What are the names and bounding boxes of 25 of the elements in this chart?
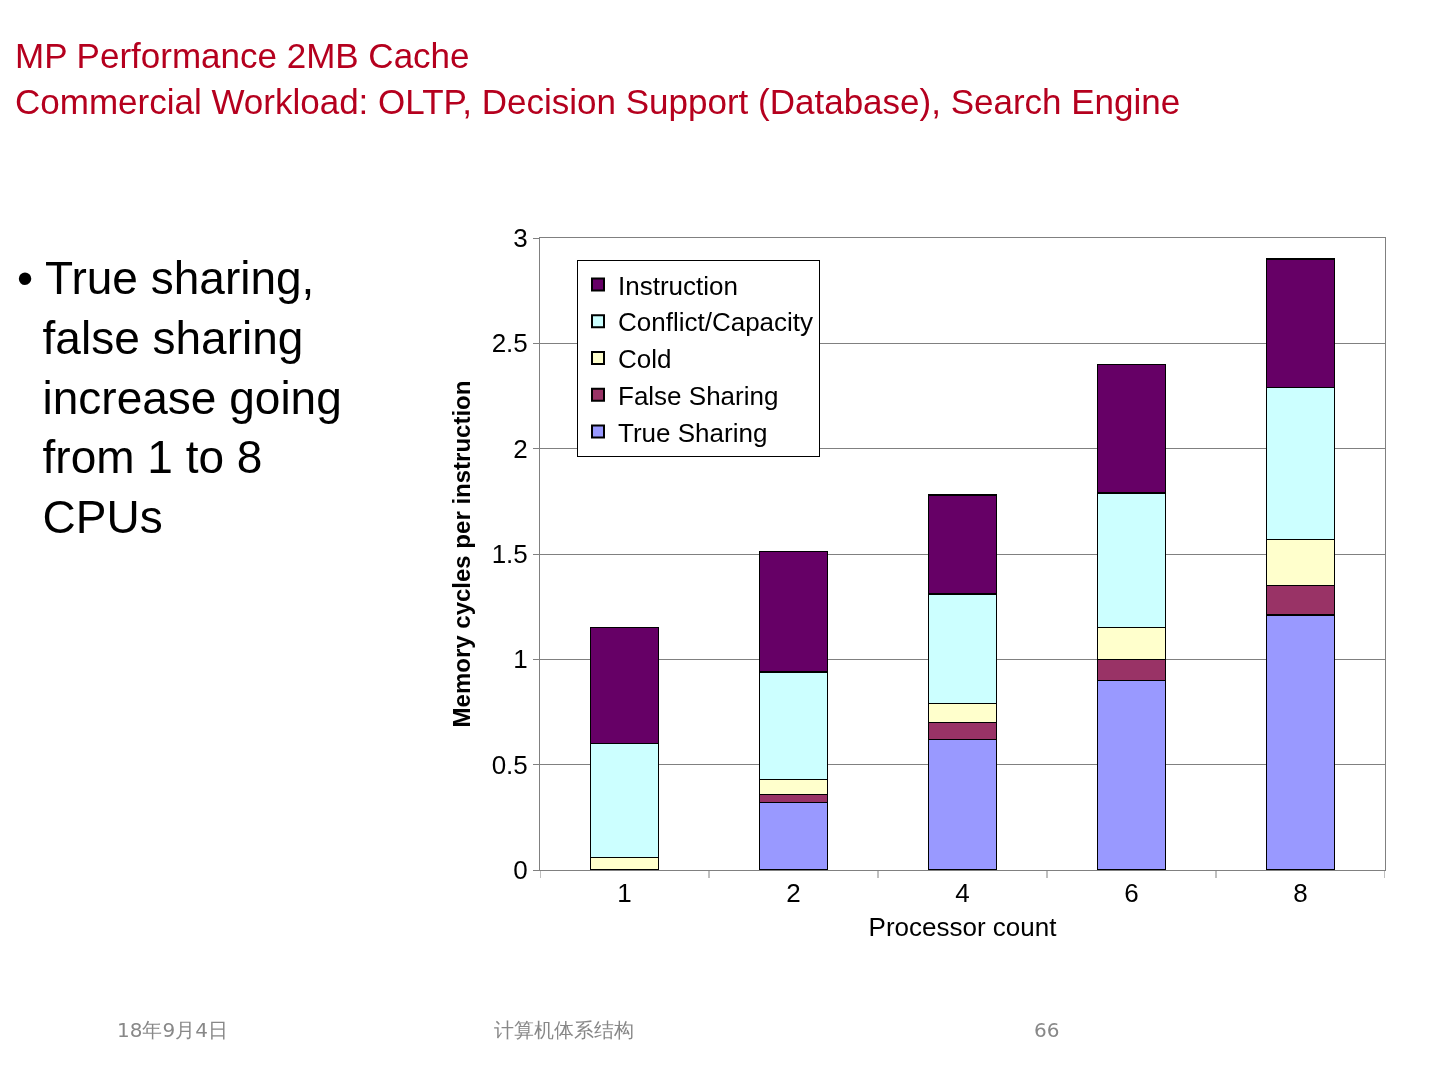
text: 66 (1034, 1018, 1060, 1042)
x-tick-label: 2 (786, 878, 801, 909)
x-tick-label: 8 (1293, 878, 1308, 909)
x-axis-title: Processor count (868, 911, 1058, 942)
y-tick-label: 2.5 (491, 328, 528, 359)
x-tick-label: 6 (1124, 878, 1139, 909)
x-tick-label: 4 (955, 878, 970, 909)
legend-label: Conflict/Capacity (618, 307, 814, 338)
y-tick-label: 0.5 (491, 749, 528, 780)
text: • True sharing, false sharing increase going from 1 to 8 CPUs (17, 252, 342, 544)
x-tick-label: 1 (617, 878, 632, 909)
text: 计算机体系结构 (494, 1018, 634, 1042)
legend-label: Instruction (618, 270, 738, 301)
legend-label: Cold (618, 344, 672, 375)
chart-subtitle: Commercial Workload: OLTP, Decision Support (Database), Search Engine (15, 81, 1181, 121)
legend-label: False Sharing (618, 380, 779, 411)
y-tick-label: 1.5 (491, 539, 528, 570)
y-tick-label: 2 (513, 433, 528, 464)
y-tick-label: 0 (513, 855, 528, 886)
y-tick-label: 3 (513, 223, 528, 254)
legend-label: True Sharing (618, 417, 768, 448)
text: 18年9月4日 (117, 1018, 228, 1042)
y-axis-title: Memory cycles per instruction (447, 380, 475, 728)
y-tick-label: 1 (513, 644, 528, 675)
text: MP Performance 2MB Cache (15, 36, 470, 75)
